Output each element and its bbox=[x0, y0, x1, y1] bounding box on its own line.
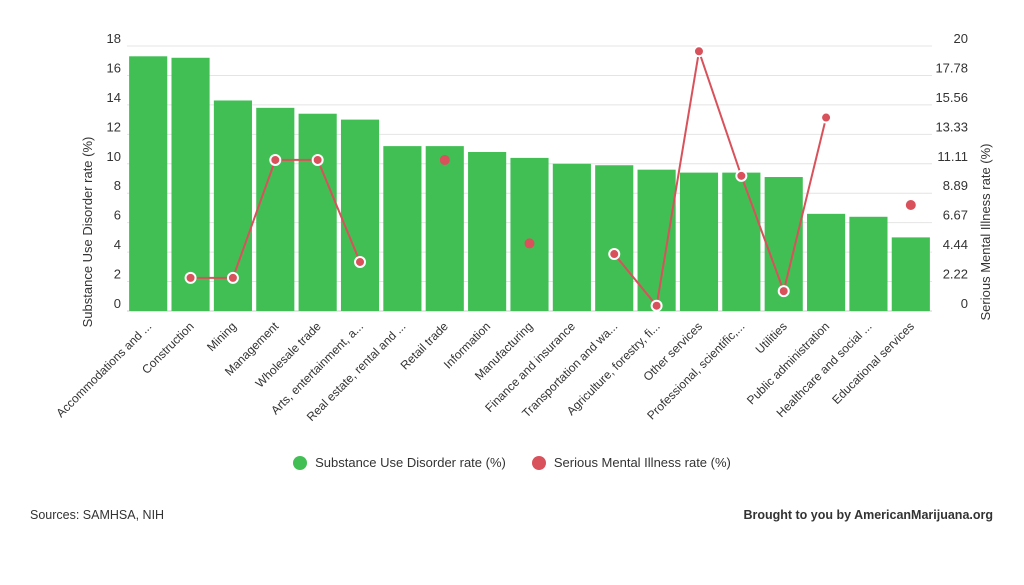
line-point[interactable] bbox=[226, 271, 239, 284]
line-point[interactable] bbox=[692, 45, 705, 58]
bar[interactable] bbox=[468, 152, 507, 311]
bar[interactable] bbox=[129, 56, 168, 311]
line-point[interactable] bbox=[269, 153, 282, 166]
line-segment bbox=[613, 50, 828, 309]
line-point[interactable] bbox=[354, 255, 367, 268]
right-axis-ticks: 0 2.22 4.44 6.67 8.89 11.11 13.33 15.56 17.78 20 bbox=[935, 31, 968, 311]
sources-text: Sources: SAMHSA, NIH bbox=[30, 508, 165, 522]
legend-item-sud[interactable]: Substance Use Disorder rate (%) bbox=[293, 455, 506, 470]
bar[interactable] bbox=[383, 146, 422, 311]
legend-label-sud: Substance Use Disorder rate (%) bbox=[315, 455, 506, 470]
bar[interactable] bbox=[256, 107, 295, 311]
right-tick-label: 0 bbox=[961, 296, 968, 311]
bar[interactable] bbox=[891, 237, 930, 311]
legend-item-smi[interactable]: Serious Mental Illness rate (%) bbox=[531, 455, 731, 470]
legend: Substance Use Disorder rate (%) Serious … bbox=[0, 455, 1024, 470]
line-point[interactable] bbox=[735, 169, 748, 182]
category-labels: Accommodations and ...Construction Mining… bbox=[53, 319, 917, 424]
category-label: Public administration bbox=[744, 319, 832, 407]
bar[interactable] bbox=[510, 157, 549, 311]
credit-text: Brought to you by AmericanMarijuana.org bbox=[743, 508, 993, 522]
right-tick-label: 13.33 bbox=[935, 119, 968, 134]
bar[interactable] bbox=[425, 146, 464, 311]
left-tick-label: 6 bbox=[114, 208, 121, 223]
bar[interactable] bbox=[637, 169, 676, 311]
left-tick-label: 12 bbox=[107, 119, 121, 134]
right-tick-label: 8.89 bbox=[943, 178, 968, 193]
line-point[interactable] bbox=[608, 248, 621, 261]
left-tick-label: 8 bbox=[114, 178, 121, 193]
right-tick-label: 2.22 bbox=[943, 267, 968, 282]
category-label: Utilities bbox=[753, 319, 790, 356]
bar[interactable] bbox=[552, 163, 591, 311]
right-tick-label: 20 bbox=[954, 31, 968, 46]
left-axis-title: Substance Use Disorder rate (%) bbox=[80, 137, 95, 328]
line-points bbox=[184, 45, 916, 312]
bar[interactable] bbox=[298, 113, 337, 311]
right-tick-label: 17.78 bbox=[935, 60, 968, 75]
category-label: Accommodations and ... bbox=[53, 319, 154, 420]
category-label: Mining bbox=[204, 319, 239, 354]
line-point[interactable] bbox=[184, 271, 197, 284]
right-tick-label: 15.56 bbox=[935, 90, 968, 105]
left-axis-ticks: 0 2 4 6 8 10 12 14 16 18 bbox=[107, 31, 121, 311]
left-tick-label: 18 bbox=[107, 31, 121, 46]
line-point[interactable] bbox=[311, 153, 324, 166]
legend-swatch-sud bbox=[293, 455, 308, 470]
right-tick-label: 11.11 bbox=[937, 149, 968, 164]
line-point[interactable] bbox=[650, 299, 663, 312]
right-tick-label: 4.44 bbox=[943, 237, 968, 252]
bar[interactable] bbox=[722, 172, 761, 311]
left-tick-label: 2 bbox=[114, 267, 121, 282]
bar[interactable] bbox=[171, 57, 210, 312]
right-tick-label: 6.67 bbox=[943, 208, 968, 223]
line-point[interactable] bbox=[777, 285, 790, 298]
left-tick-label: 14 bbox=[107, 90, 121, 105]
right-axis-title: Serious Mental Illness rate (%) bbox=[978, 143, 993, 320]
line-point[interactable] bbox=[524, 238, 535, 249]
line-point[interactable] bbox=[905, 200, 916, 210]
line-point[interactable] bbox=[439, 154, 450, 165]
bar[interactable] bbox=[595, 165, 634, 311]
line-point[interactable] bbox=[820, 111, 833, 124]
bar[interactable] bbox=[849, 216, 888, 311]
legend-swatch-smi bbox=[531, 455, 546, 470]
left-tick-label: 0 bbox=[114, 296, 121, 311]
legend-label-smi: Serious Mental Illness rate (%) bbox=[553, 455, 731, 470]
bar-series bbox=[129, 56, 930, 312]
category-label: Educational services bbox=[829, 319, 917, 407]
bar[interactable] bbox=[807, 213, 846, 311]
left-tick-label: 4 bbox=[114, 237, 121, 252]
bar[interactable] bbox=[679, 172, 719, 311]
bar[interactable] bbox=[340, 119, 380, 311]
left-tick-label: 16 bbox=[107, 60, 121, 75]
left-tick-label: 10 bbox=[107, 149, 121, 164]
